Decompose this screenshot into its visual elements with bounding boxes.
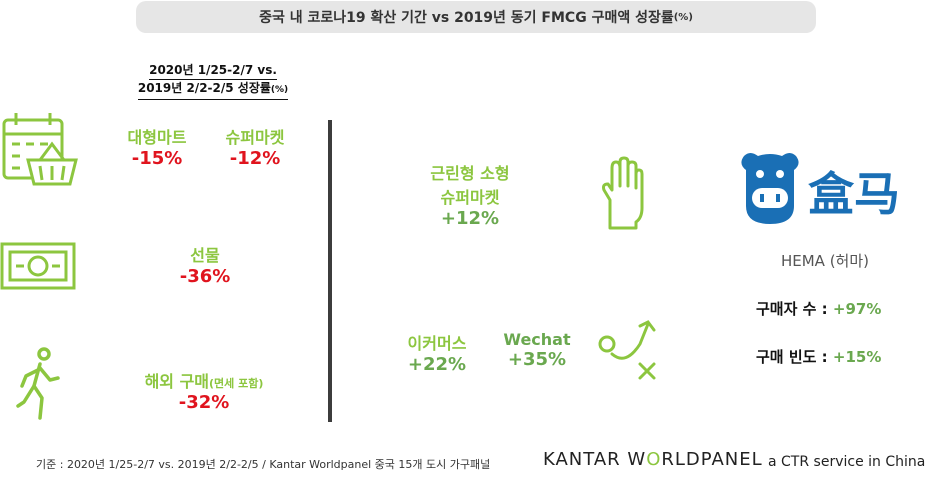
hypermarket-value: -15%	[131, 148, 183, 169]
hand-icon	[602, 156, 644, 230]
buyers-label: 구매자 수 :	[756, 300, 828, 318]
overseas-value: -32%	[178, 392, 230, 413]
calendar-basket-icon	[2, 113, 78, 186]
buyers-stat: 구매자 수 : +97%	[756, 298, 881, 319]
supermarket-value: -12%	[229, 148, 281, 169]
overseas-note: (면세 포함)	[209, 377, 264, 390]
title-unit: (%)	[673, 11, 693, 23]
title-text: 중국 내 코로나19 확산 기간 vs 2019년 동기 FMCG 구매액 성장…	[259, 10, 674, 26]
wechat-block: Wechat +35%	[492, 330, 582, 370]
source-note: 기준 : 2020년 1/25-2/7 vs. 2019년 2/2-2/5 / …	[36, 458, 491, 471]
runner-icon	[16, 347, 60, 420]
ecommerce-label: 이커머스	[407, 334, 467, 353]
hypermarket-block: 대형마트 -15%	[112, 124, 202, 169]
ecommerce-value: +22%	[407, 354, 467, 375]
supermarket-label: 슈퍼마켓	[225, 128, 285, 147]
neighborhood-label-line2: 슈퍼마켓	[440, 188, 500, 207]
neighborhood-block: 근린형 소형 슈퍼마켓 +12%	[410, 160, 530, 229]
frequency-value: +15%	[832, 348, 882, 366]
overseas-label-wrap: 해외 구매(면세 포함)	[124, 368, 284, 392]
neighborhood-label-line1: 근린형 소형	[430, 164, 510, 183]
frequency-stat: 구매 빈도 : +15%	[756, 346, 881, 367]
frequency-label: 구매 빈도 :	[756, 348, 828, 366]
hema-hippo-logo: 盒马	[741, 153, 900, 224]
strategy-play-icon	[598, 320, 656, 380]
period-line2: 2019년 2/2-2/5 성장률	[137, 81, 271, 95]
page-title: 중국 내 코로나19 확산 기간 vs 2019년 동기 FMCG 구매액 성장…	[136, 1, 816, 33]
period-line2-wrap: 2019년 2/2-2/5 성장률(%)	[137, 80, 289, 100]
period-unit: (%)	[270, 85, 289, 95]
wechat-value: +35%	[507, 349, 567, 370]
buyers-value: +97%	[832, 300, 882, 318]
supermarket-block: 슈퍼마켓 -12%	[210, 124, 300, 169]
hema-logo-text: 盒马	[808, 167, 900, 221]
period-line1: 2020년 1/25-2/7 vs.	[149, 62, 277, 80]
kantar-logo: KANTAR WORLDPANEL	[543, 449, 763, 470]
period-header: 2020년 1/25-2/7 vs. 2019년 2/2-2/5 성장률(%)	[108, 62, 318, 100]
wechat-label: Wechat	[503, 330, 571, 349]
kantar-part2: RLDPANEL	[661, 449, 763, 470]
hypermarket-label: 대형마트	[127, 128, 187, 147]
overseas-label: 해외 구매	[144, 372, 210, 391]
ctr-tagline: a CTR service in China	[768, 454, 926, 470]
kantar-o: O	[646, 449, 662, 470]
section-divider	[328, 120, 332, 422]
gift-label: 선물	[190, 246, 220, 265]
kantar-part1: KANTAR W	[543, 449, 647, 470]
neighborhood-value: +12%	[440, 208, 500, 229]
hema-name: HEMA (허마)	[780, 252, 870, 270]
gift-block: 선물 -36%	[160, 242, 250, 287]
overseas-block: 해외 구매(면세 포함) -32%	[124, 368, 284, 413]
banknote-icon	[0, 242, 76, 290]
gift-value: -36%	[179, 266, 231, 287]
ecommerce-block: 이커머스 +22%	[392, 330, 482, 375]
